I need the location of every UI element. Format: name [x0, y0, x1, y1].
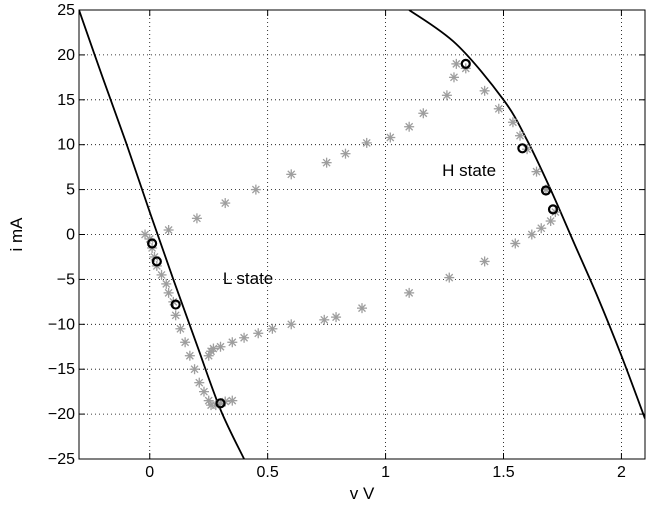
asterisk-point	[357, 303, 367, 314]
asterisk-point	[340, 148, 351, 159]
asterisk-point	[227, 395, 238, 406]
asterisk-point	[404, 287, 415, 298]
asterisk-point	[451, 58, 462, 69]
y-tick-label: −20	[48, 406, 75, 423]
y-tick-label: −5	[57, 271, 75, 288]
asterisk-point	[170, 310, 181, 321]
asterisk-point	[418, 108, 429, 119]
circle-point	[460, 58, 471, 69]
asterisk-point	[286, 169, 297, 180]
asterisk-point	[239, 332, 250, 343]
asterisk-point	[215, 341, 226, 352]
y-tick-label: 10	[57, 137, 75, 154]
asterisk-point	[220, 198, 231, 209]
x-tick-label: 0.5	[257, 464, 279, 481]
y-tick-label: 15	[57, 92, 75, 109]
x-tick-label: 1	[381, 464, 390, 481]
asterisk-point	[191, 213, 202, 224]
circle-point	[151, 256, 162, 267]
asterisk-point	[404, 121, 415, 132]
asterisk-point	[441, 90, 452, 101]
circle-point	[517, 143, 528, 154]
asterisk-point	[198, 386, 209, 397]
asterisk-point	[286, 319, 297, 330]
circle-point	[540, 185, 552, 196]
asterisk-point	[184, 350, 195, 361]
annotations: H state L state	[223, 161, 496, 288]
asterisk-point	[531, 166, 542, 177]
asterisk-point	[479, 256, 490, 267]
asterisk-point	[161, 278, 172, 289]
circle-point	[170, 299, 181, 310]
asterisk-point	[163, 225, 174, 236]
asterisk-point	[175, 323, 186, 334]
state-annotation: L state	[223, 269, 273, 288]
asterisk-point	[479, 85, 490, 96]
asterisk-point	[536, 223, 547, 234]
x-tick-label: 1.5	[492, 464, 514, 481]
asterisk-point	[156, 269, 167, 280]
state-annotation: H state	[442, 161, 496, 180]
asterisk-point	[253, 328, 264, 339]
asterisk-point	[319, 314, 330, 325]
asterisk-point	[321, 157, 332, 168]
asterisk-point	[448, 72, 459, 83]
asterisk-point	[331, 312, 342, 323]
y-tick-label: 0	[66, 227, 75, 244]
circle-point	[147, 238, 158, 249]
asterisk-point	[510, 238, 521, 249]
y-tick-label: −10	[48, 316, 75, 333]
asterisk-point	[545, 216, 556, 227]
circle-series	[147, 58, 559, 409]
x-tick-label: 0	[145, 464, 154, 481]
asterisk-point	[140, 229, 151, 240]
asterisk-point	[227, 337, 238, 348]
y-axis-label: i mA	[7, 217, 26, 252]
asterisk-point	[208, 343, 219, 354]
asterisk-point	[250, 184, 261, 195]
y-tick-label: 20	[57, 47, 75, 64]
asterisk-point	[180, 337, 191, 348]
asterisk-point	[385, 132, 396, 143]
asterisk-point	[515, 130, 526, 141]
x-axis-label: v V	[350, 484, 375, 503]
characteristic-curve	[79, 10, 245, 459]
asterisk-point	[267, 323, 278, 334]
asterisk-point	[163, 287, 174, 298]
y-tick-label: −15	[48, 361, 75, 378]
asterisk-point	[493, 103, 504, 114]
asterisk-point	[526, 229, 537, 240]
asterisk-point	[194, 377, 205, 388]
asterisk-point	[507, 117, 518, 128]
axis-ticks: 0 0.5 1 1.5 2 −25 −20 −15 −10 −5 0 5 10 15 20 25	[48, 2, 645, 481]
circle-point	[547, 204, 559, 215]
asterisk-point	[361, 137, 372, 148]
x-tick-label: 2	[617, 464, 626, 481]
circle-point	[215, 398, 226, 409]
y-tick-label: −25	[48, 451, 75, 468]
asterisk-point	[444, 272, 455, 283]
y-tick-label: 5	[66, 182, 75, 199]
y-tick-label: 25	[57, 2, 75, 19]
asterisk-point	[189, 364, 200, 375]
